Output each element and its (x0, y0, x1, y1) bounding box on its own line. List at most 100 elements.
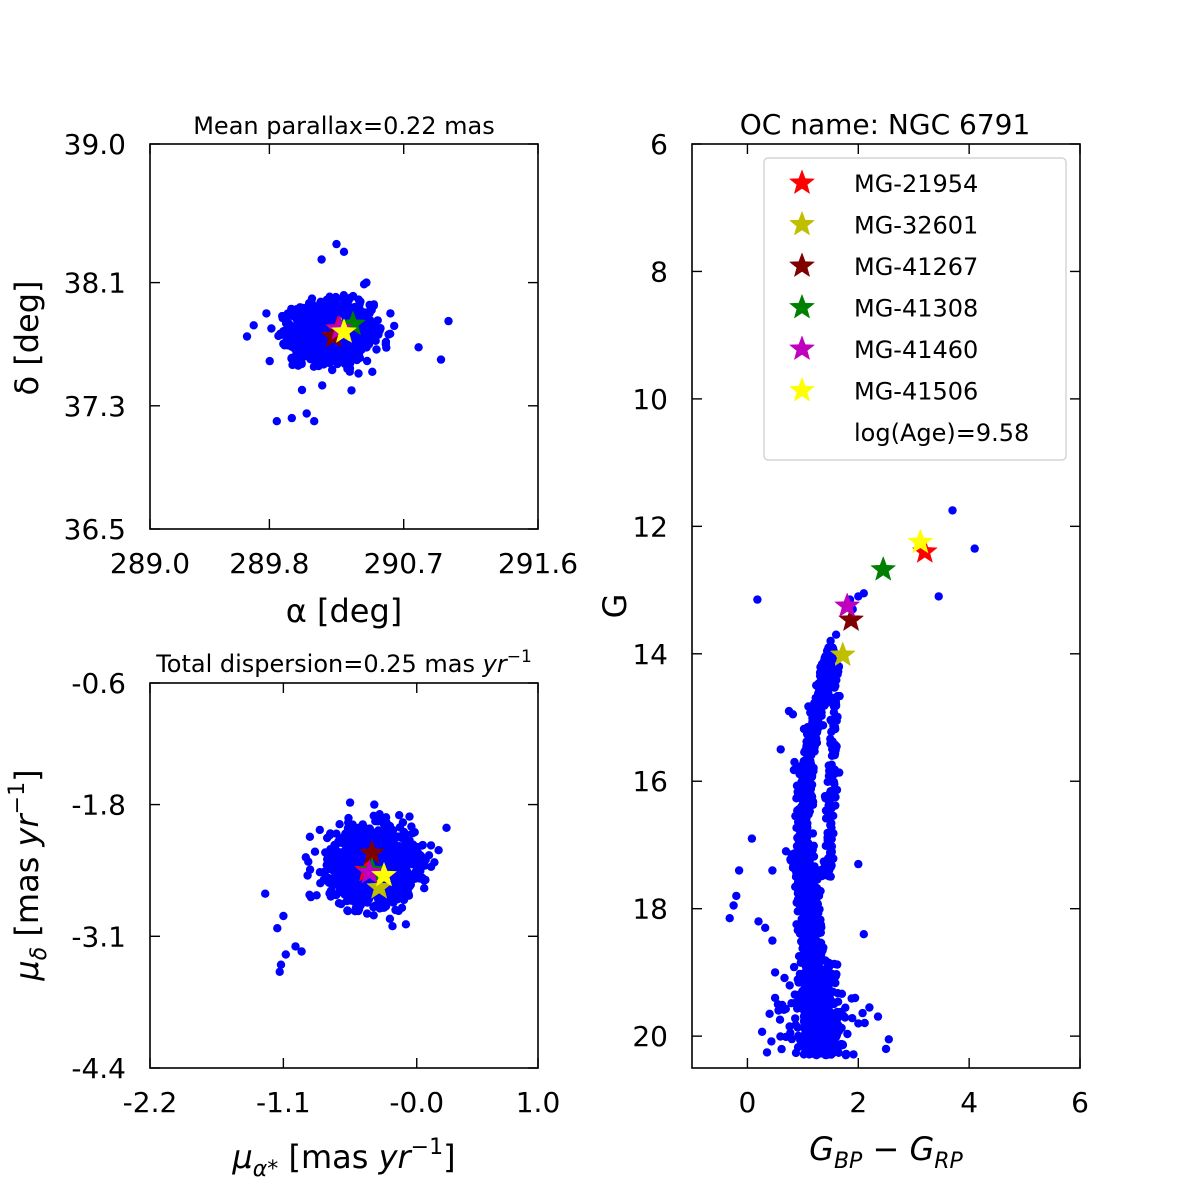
pm-point (315, 868, 325, 877)
sky-point (298, 312, 307, 321)
cmd-point (824, 958, 834, 968)
pm-point (382, 818, 391, 827)
sky-point (249, 321, 258, 330)
cmd-point (794, 835, 803, 844)
cmd-points (725, 506, 979, 1060)
cmd-point (809, 929, 818, 938)
cmd-point (770, 968, 780, 977)
cmd-point (813, 899, 822, 908)
cmd-point (865, 1003, 874, 1012)
sky-point (267, 324, 276, 333)
cmd-point (828, 737, 837, 746)
cmd-point (793, 1023, 802, 1032)
cmd-point (826, 820, 835, 830)
cmd-point (831, 630, 841, 639)
cmd-xtick-label: 2 (849, 1086, 867, 1119)
sky-point (444, 316, 453, 326)
cmd-point (835, 691, 844, 701)
sky-point (348, 291, 358, 301)
cmd-point (825, 996, 835, 1005)
pm-point (346, 848, 355, 857)
cmd-point (848, 1014, 857, 1023)
sky-point (301, 352, 310, 361)
cmd-point (767, 1037, 776, 1046)
pm-point (424, 851, 434, 860)
cmd-point (799, 969, 809, 978)
legend-marker-MG-32601 (788, 210, 816, 236)
cmd-point (790, 757, 799, 767)
cmd-point (814, 1000, 823, 1009)
cmd-point (808, 829, 818, 838)
pm-point (418, 873, 427, 883)
sky-point (298, 336, 307, 345)
cmd-frame (691, 143, 1081, 1069)
sky-point (288, 305, 297, 314)
cmd-point (826, 715, 835, 725)
legend-label: MG-32601 (854, 212, 978, 240)
pm-point (418, 840, 427, 850)
pm-point (305, 832, 315, 841)
sky-point (343, 309, 352, 318)
cmd-point (789, 962, 799, 972)
sky-point (331, 292, 340, 302)
cmd-point (770, 993, 780, 1003)
cmd-point (821, 794, 830, 803)
star-MG-32601 (829, 641, 856, 667)
sky-point (301, 322, 311, 331)
sky-point (354, 369, 363, 378)
pm-point (391, 905, 400, 915)
star-MG-41506 (907, 528, 934, 554)
cmd-point (824, 867, 833, 876)
sky-point (355, 348, 364, 357)
cmd-point (818, 956, 827, 965)
pm-point (379, 849, 388, 859)
cmd-point (829, 747, 838, 756)
cmd-point (754, 917, 763, 926)
sky-point (366, 329, 375, 339)
pm-point (340, 890, 349, 899)
cmd-xtick-label: 4 (960, 1086, 978, 1119)
cmd-point (970, 544, 979, 553)
cmd-point (854, 1019, 863, 1028)
cmd-point (802, 747, 812, 756)
cmd-point (757, 1027, 767, 1037)
cmd-point (823, 969, 832, 979)
cmd-point (800, 768, 809, 778)
cmd-point (812, 869, 821, 878)
pm-point (442, 823, 451, 832)
pm-point (281, 950, 290, 959)
sky-point (319, 360, 328, 369)
pm-ytick-label: -4.4 (71, 1052, 126, 1085)
cmd-point (819, 1042, 828, 1051)
sky-point (332, 348, 341, 357)
cmd-point (802, 794, 811, 803)
pm-points (261, 798, 451, 976)
sky-point (368, 367, 377, 376)
sky-point (321, 301, 330, 310)
cmd-point (821, 841, 830, 850)
cmd-point (785, 1022, 794, 1031)
cmd-point (859, 930, 868, 939)
cmd-point (833, 1010, 842, 1019)
sky-point (302, 409, 311, 418)
cmd-point (765, 1009, 774, 1018)
cmd-point (797, 899, 806, 908)
sky-point (313, 317, 323, 326)
pm-point (350, 907, 360, 916)
cmd-point (818, 721, 828, 730)
pm-point (312, 891, 321, 900)
cmd-point (814, 715, 823, 724)
pm-xtick-label: 1.0 (516, 1086, 561, 1119)
cmd-point (800, 822, 810, 831)
cmd-point (841, 1003, 850, 1012)
cmd-point (804, 702, 813, 711)
pm-frame (149, 682, 539, 1069)
pm-point (322, 861, 332, 870)
sky-ylabel: δ [deg] (8, 280, 46, 395)
pm-ylabel: μδ [mas yr−1] (5, 769, 52, 981)
pm-point (357, 837, 366, 847)
pm-point (434, 846, 443, 855)
sky-ytick-label: 36.5 (64, 513, 126, 546)
cmd-ytick-label: 18 (632, 893, 668, 926)
